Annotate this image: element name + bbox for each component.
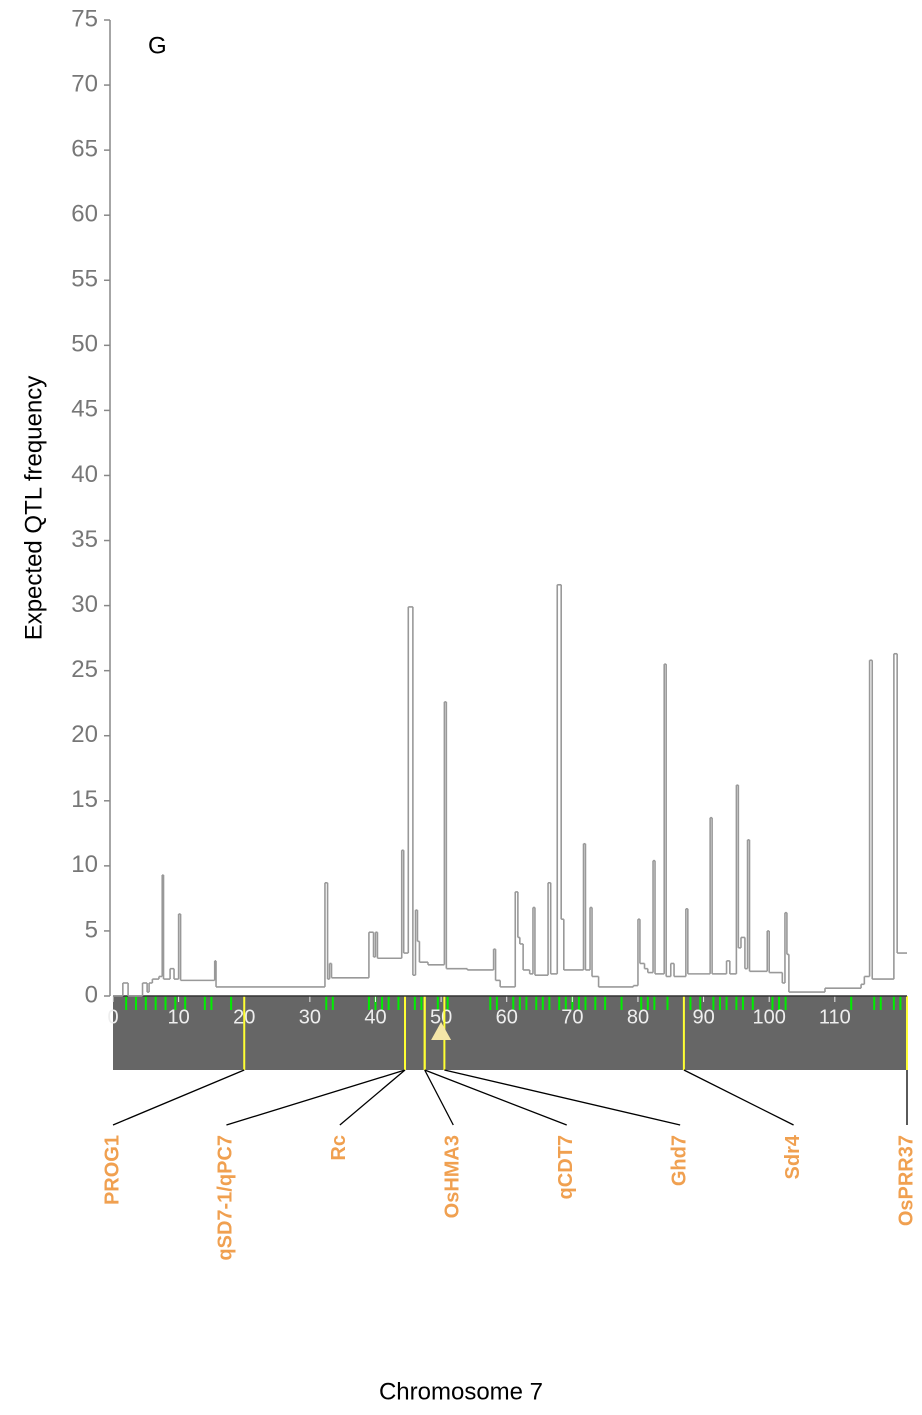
y-tick-label: 60 — [71, 201, 98, 228]
gene-label: PROG1 — [101, 1135, 123, 1205]
x-tick-label: 110 — [819, 1006, 851, 1028]
gene-label: Sdr4 — [782, 1134, 804, 1179]
gene-connector — [339, 1069, 406, 1126]
gene-label: Rc — [328, 1135, 350, 1161]
x-tick-label: 50 — [430, 1006, 452, 1028]
x-tick-label: 60 — [496, 1006, 518, 1028]
y-tick-label: 70 — [71, 70, 98, 97]
chart-title: G — [148, 32, 167, 59]
gene-connector — [424, 1069, 567, 1126]
y-tick-label: 5 — [85, 916, 98, 943]
y-tick-label: 20 — [71, 721, 98, 748]
x-tick-label: 30 — [299, 1006, 321, 1028]
gene-label: OsPRR37 — [895, 1135, 917, 1226]
y-tick-label: 35 — [71, 526, 98, 553]
gene-connector — [424, 1069, 454, 1126]
gene-connector — [112, 1069, 245, 1126]
gene-label: OsHMA3 — [442, 1135, 464, 1218]
gene-connector — [444, 1069, 681, 1126]
x-tick-label: 100 — [753, 1006, 786, 1028]
x-tick-label: 90 — [692, 1006, 714, 1028]
y-tick-label: 30 — [71, 591, 98, 618]
centromere — [431, 1022, 452, 1040]
y-tick-label: 50 — [71, 331, 98, 358]
x-axis-title: Chromosome 7 — [379, 1378, 543, 1405]
x-tick-label: 10 — [167, 1006, 189, 1028]
y-tick-label: 75 — [71, 5, 98, 32]
chromosome-bar — [113, 996, 907, 1070]
y-axis-title: Expected QTL frequency — [20, 376, 47, 641]
gene-connector — [226, 1069, 406, 1126]
gene-connector — [683, 1069, 794, 1126]
y-tick-label: 0 — [85, 981, 98, 1008]
x-tick-label: 0 — [107, 1006, 118, 1028]
y-tick-label: 55 — [71, 266, 98, 293]
y-tick-label: 45 — [71, 396, 98, 423]
y-tick-label: 10 — [71, 851, 98, 878]
x-tick-label: 70 — [561, 1006, 583, 1028]
gene-label: Ghd7 — [668, 1135, 690, 1186]
x-tick-label: 80 — [627, 1006, 649, 1028]
gene-label: qCDT7 — [555, 1135, 577, 1199]
y-tick-label: 40 — [71, 461, 98, 488]
x-tick-label: 40 — [364, 1006, 386, 1028]
y-tick-label: 65 — [71, 135, 98, 162]
y-tick-label: 25 — [71, 656, 98, 683]
gene-label: qSD7-1/qPC7 — [215, 1135, 237, 1261]
y-tick-label: 15 — [71, 786, 98, 813]
